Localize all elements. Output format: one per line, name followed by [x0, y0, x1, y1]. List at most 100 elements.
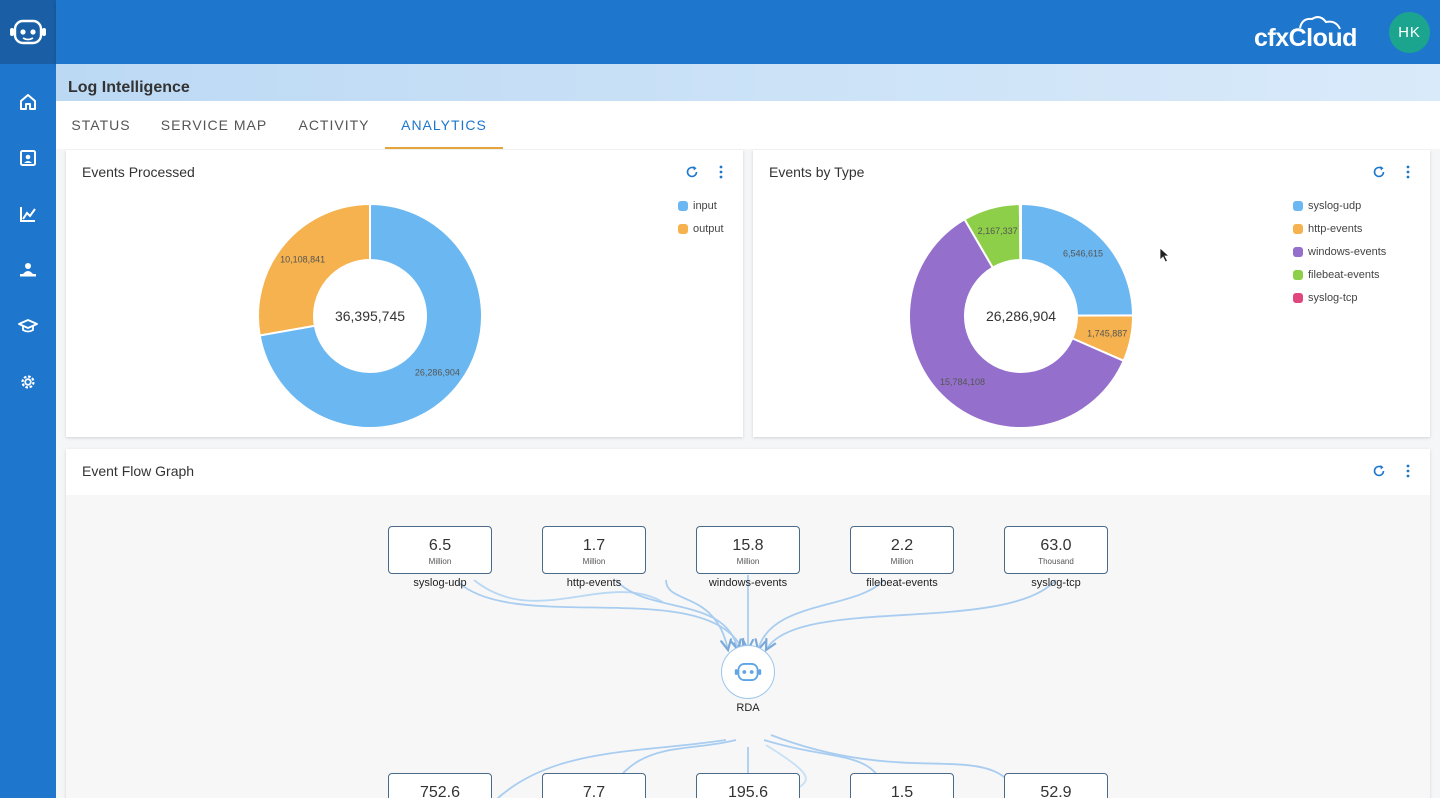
flow-node-windows-events[interactable]: 15.8 Million	[696, 526, 800, 574]
home-icon	[20, 94, 36, 110]
tab-bar: STATUS SERVICE MAP ACTIVITY ANALYTICS	[56, 101, 1440, 149]
more-options-button[interactable]	[713, 164, 729, 180]
more-vert-icon	[719, 165, 723, 179]
card-title: Event Flow Graph	[82, 463, 195, 479]
legend-label: output	[693, 222, 724, 235]
flow-node-value: 1.5	[890, 784, 914, 798]
sidebar-item-users[interactable]	[0, 250, 56, 290]
brand-logo[interactable]: cfxCloud	[1254, 14, 1357, 54]
legend-swatch	[678, 200, 688, 211]
more-options-button[interactable]	[1400, 463, 1416, 479]
tab-activity[interactable]: ACTIVITY	[298, 117, 370, 133]
sidebar	[0, 0, 56, 798]
analytics-chart-icon	[20, 207, 36, 222]
legend-item-windows-events[interactable]: windows-events	[1293, 240, 1386, 263]
donut-slice-windows-events[interactable]	[908, 217, 1125, 429]
flow-output-node[interactable]: 1.5	[850, 773, 954, 798]
top-bar: cfxCloud HK	[56, 0, 1440, 64]
contact-card-icon	[20, 150, 36, 166]
donut-slice-label: 15,784,108	[940, 377, 985, 387]
legend-label: filebeat-events	[1308, 268, 1380, 281]
legend-swatch	[1293, 269, 1303, 280]
rda-node-label: RDA	[736, 702, 760, 714]
donut-slice-label: 6,546,615	[1063, 249, 1103, 259]
refresh-button[interactable]	[684, 164, 700, 180]
donut-slice-syslog-udp[interactable]	[1020, 202, 1135, 317]
legend-swatch	[1293, 292, 1303, 303]
flow-node-label: syslog-tcp	[1031, 577, 1081, 589]
flow-node-label: http-events	[566, 577, 622, 589]
flow-node-label: windows-events	[708, 577, 788, 589]
flow-node-unit: Million	[736, 557, 760, 566]
tab-status[interactable]: STATUS	[71, 117, 131, 133]
donut-slice-output[interactable]	[257, 202, 371, 337]
donut-total-label: 36,395,745	[335, 308, 405, 324]
flow-output-node[interactable]: 195.6	[696, 773, 800, 798]
legend-swatch	[1293, 200, 1303, 211]
flow-node-value: 195.6	[727, 784, 769, 798]
graduation-cap-icon	[18, 319, 38, 333]
flow-node-value: 2.2	[890, 537, 914, 554]
donut-slice-label: 2,167,337	[978, 226, 1018, 236]
flow-node-syslog-udp[interactable]: 6.5 Million	[388, 526, 492, 574]
flow-output-node[interactable]: 52.9	[1004, 773, 1108, 798]
robot-icon	[734, 663, 762, 681]
flow-node-label: filebeat-events	[866, 577, 938, 589]
legend-swatch	[678, 223, 688, 234]
flow-graph-canvas: 6.5 Million syslog-udp 1.7 Million http-…	[66, 495, 1430, 798]
robot-logo-icon[interactable]	[0, 0, 56, 64]
donut-total-label: 26,286,904	[986, 308, 1056, 324]
card-title: Events by Type	[769, 164, 865, 180]
tab-service-map[interactable]: SERVICE MAP	[160, 117, 268, 133]
user-avatar[interactable]: HK	[1389, 12, 1430, 53]
flow-node-unit: Million	[582, 557, 606, 566]
chart-legend: input output	[678, 194, 724, 240]
page-header: Log Intelligence	[56, 64, 1440, 101]
more-options-button[interactable]	[1400, 164, 1416, 180]
legend-item-http-events[interactable]: http-events	[1293, 217, 1386, 240]
legend-swatch	[1293, 246, 1303, 257]
more-vert-icon	[1406, 165, 1410, 179]
flow-output-node[interactable]: 752.6	[388, 773, 492, 798]
flow-node-value: 7.7	[582, 784, 606, 798]
mouse-cursor-icon	[1159, 247, 1171, 263]
legend-swatch	[1293, 223, 1303, 234]
donut-slice-syslog-tcp[interactable]	[1018, 202, 1022, 262]
legend-item-input[interactable]: input	[678, 194, 724, 217]
flow-node-value: 15.8	[732, 537, 764, 554]
chart-legend: syslog-udp http-events windows-events fi…	[1293, 194, 1386, 309]
refresh-icon	[686, 166, 698, 178]
legend-item-syslog-tcp[interactable]: syslog-tcp	[1293, 286, 1386, 309]
legend-item-syslog-udp[interactable]: syslog-udp	[1293, 194, 1386, 217]
event-flow-graph-card: Event Flow Graph	[66, 449, 1430, 798]
refresh-button[interactable]	[1371, 164, 1387, 180]
flow-output-node[interactable]: 7.7	[542, 773, 646, 798]
flow-node-http-events[interactable]: 1.7 Million	[542, 526, 646, 574]
flow-node-value: 6.5	[428, 537, 452, 554]
flow-node-value: 1.7	[582, 537, 606, 554]
sidebar-item-analytics[interactable]	[0, 194, 56, 234]
flow-node-syslog-tcp[interactable]: 63.0 Thousand	[1004, 526, 1108, 574]
sidebar-item-settings[interactable]	[0, 362, 56, 402]
refresh-icon	[1373, 166, 1385, 178]
sidebar-item-home[interactable]	[0, 82, 56, 122]
events-by-type-card: Events by Type 6,546,615 1,745,887 15,784,…	[753, 150, 1430, 437]
gear-icon	[21, 375, 35, 389]
sidebar-item-contacts[interactable]	[0, 138, 56, 178]
donut-slice-label: 1,745,887	[1087, 329, 1127, 339]
tab-analytics[interactable]: ANALYTICS	[385, 101, 503, 149]
legend-item-filebeat-events[interactable]: filebeat-events	[1293, 263, 1386, 286]
rda-node[interactable]	[721, 645, 775, 699]
flow-node-label: syslog-udp	[413, 577, 467, 589]
refresh-button[interactable]	[1371, 463, 1387, 479]
donut-slice-label: 26,286,904	[415, 368, 460, 378]
legend-item-output[interactable]: output	[678, 217, 724, 240]
events-by-type-donut-chart: 6,546,615 1,745,887 15,784,108 2,167,337 26,…	[908, 202, 1135, 429]
legend-label: syslog-tcp	[1308, 291, 1358, 304]
donut-slice-input[interactable]	[258, 202, 483, 429]
events-processed-card: Events Processed 26,286,904 10,108,841 36,…	[66, 150, 743, 437]
flow-node-filebeat-events[interactable]: 2.2 Million	[850, 526, 954, 574]
events-processed-donut-chart: 26,286,904 10,108,841 36,395,745	[257, 202, 483, 429]
sidebar-item-learning[interactable]	[0, 306, 56, 346]
brand-name: cfxCloud	[1254, 24, 1357, 52]
